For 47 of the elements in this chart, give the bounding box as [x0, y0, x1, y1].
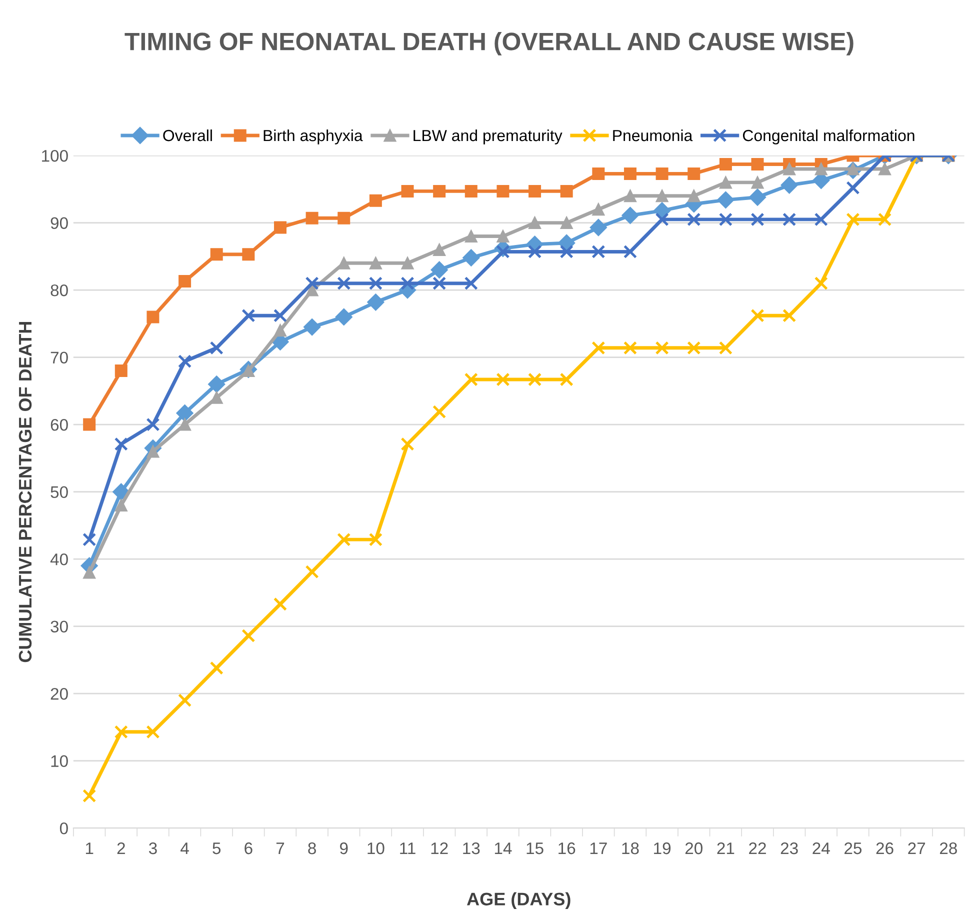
y-tick-label: 60 [50, 418, 68, 431]
x-tick-label: 13 [463, 842, 480, 854]
x-tick-label: 8 [308, 842, 316, 854]
x-tick-label: 24 [812, 842, 830, 854]
x-tick-label: 26 [876, 842, 894, 854]
x-tick-label: 6 [244, 842, 252, 854]
y-tick-label: 100 [42, 150, 68, 162]
x-tick-label: 21 [717, 842, 734, 854]
x-axis-title: AGE (DAYS) [466, 892, 570, 910]
legend-label: Overall [163, 129, 212, 142]
x-tick-label: 7 [276, 842, 284, 854]
y-tick-label: 50 [50, 486, 68, 498]
x-tick-label: 23 [780, 842, 798, 854]
x-tick-label: 20 [685, 842, 702, 854]
y-tick-label: 70 [50, 352, 68, 364]
x-tick-label: 9 [340, 842, 348, 854]
y-axis-title: CUMULATIVE PERCENTAGE OF DEATH [18, 322, 32, 662]
chart-title: TIMING OF NEONATAL DEATH (OVERALL AND CAUSE WISE) [124, 32, 854, 56]
x-tick-label: 25 [844, 842, 862, 854]
x-tick-label: 3 [148, 842, 157, 854]
x-tick-label: 17 [590, 842, 607, 854]
y-tick-label: 90 [50, 217, 68, 230]
y-tick-label: 10 [51, 755, 68, 768]
legend-label: LBW and prematurity [414, 129, 562, 144]
x-tick-label: 4 [180, 842, 189, 854]
x-tick-label: 19 [654, 842, 671, 854]
x-tick-label: 16 [558, 842, 576, 854]
y-tick-label: 30 [50, 620, 68, 633]
legend-label: Birth asphyxia [264, 129, 363, 144]
x-tick-label: 10 [368, 842, 384, 854]
y-tick-label: 40 [50, 553, 68, 566]
x-tick-label: 1 [86, 842, 94, 854]
x-tick-label: 14 [494, 842, 512, 854]
x-tick-label: 2 [117, 842, 125, 854]
x-tick-label: 27 [908, 842, 926, 854]
y-tick-label: 0 [60, 822, 68, 834]
legend-label: Congenital malformation [742, 129, 914, 144]
legend-label: Pneumonia [613, 129, 693, 142]
x-tick-label: 18 [622, 842, 639, 854]
x-tick-label: 28 [940, 842, 957, 854]
x-tick-label: 5 [212, 842, 221, 854]
x-tick-label: 12 [431, 842, 448, 854]
x-tick-label: 11 [400, 842, 416, 854]
y-tick-label: 20 [50, 688, 68, 700]
x-tick-label: 15 [526, 842, 544, 854]
y-tick-label: 80 [50, 284, 68, 296]
x-tick-label: 22 [749, 842, 766, 854]
